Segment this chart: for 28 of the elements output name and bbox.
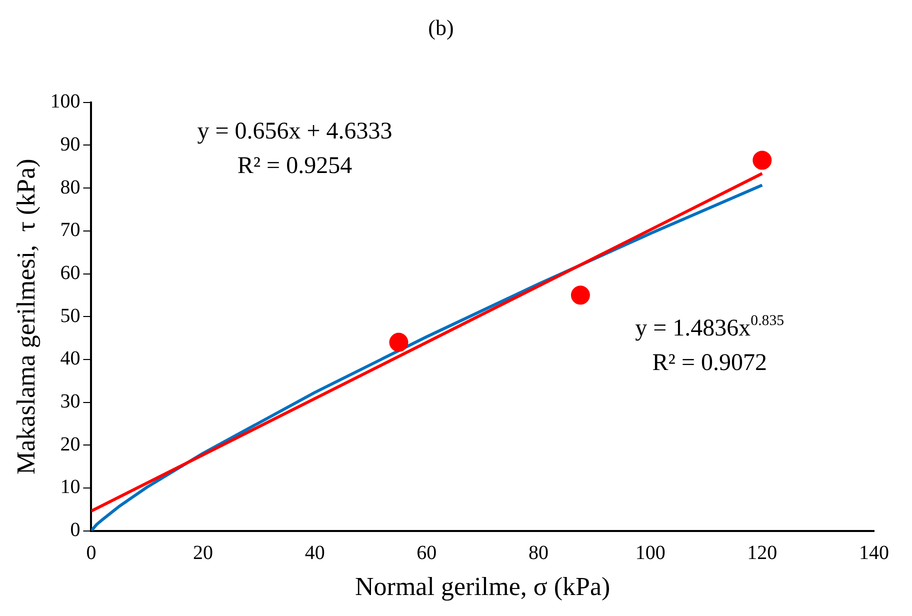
annotation: R² = 0.9254	[237, 152, 352, 179]
chart-title: (b)	[428, 14, 454, 40]
x-tick-label: 20	[193, 542, 214, 564]
x-tick-label: 40	[304, 542, 325, 564]
annotation: y = 0.656x + 4.6333	[197, 118, 392, 145]
x-tick-label: 100	[635, 542, 666, 564]
x-tick-label: 80	[528, 542, 549, 564]
x-tick-label: 140	[859, 542, 889, 564]
point	[570, 286, 590, 305]
x-axis-title: Normal gerilme, σ (kPa)	[355, 572, 610, 602]
x-tick-label: 60	[416, 542, 437, 564]
point	[752, 150, 772, 170]
x-tick-label: 120	[747, 542, 778, 564]
y-tick-label: 20	[60, 433, 80, 456]
y-tick-label: 30	[60, 390, 80, 413]
y-tick-label: 10	[60, 476, 80, 498]
y-tick-label: 70	[60, 219, 80, 242]
y-tick-label: 90	[60, 133, 80, 156]
y-axis-title: Makaslama gerilmesi, τ (kPa)	[11, 158, 40, 475]
y-tick-label: 50	[60, 304, 80, 327]
y-tick-label: 60	[60, 262, 80, 284]
y-tick-label: 40	[60, 348, 80, 370]
point	[389, 332, 408, 352]
y-tick-label: 100	[50, 90, 80, 113]
y-tick-label: 0	[70, 519, 80, 542]
y-tick-label: 80	[60, 176, 80, 198]
annotation: R² = 0.9072	[652, 350, 767, 376]
x-tick-label: 0	[86, 542, 96, 564]
